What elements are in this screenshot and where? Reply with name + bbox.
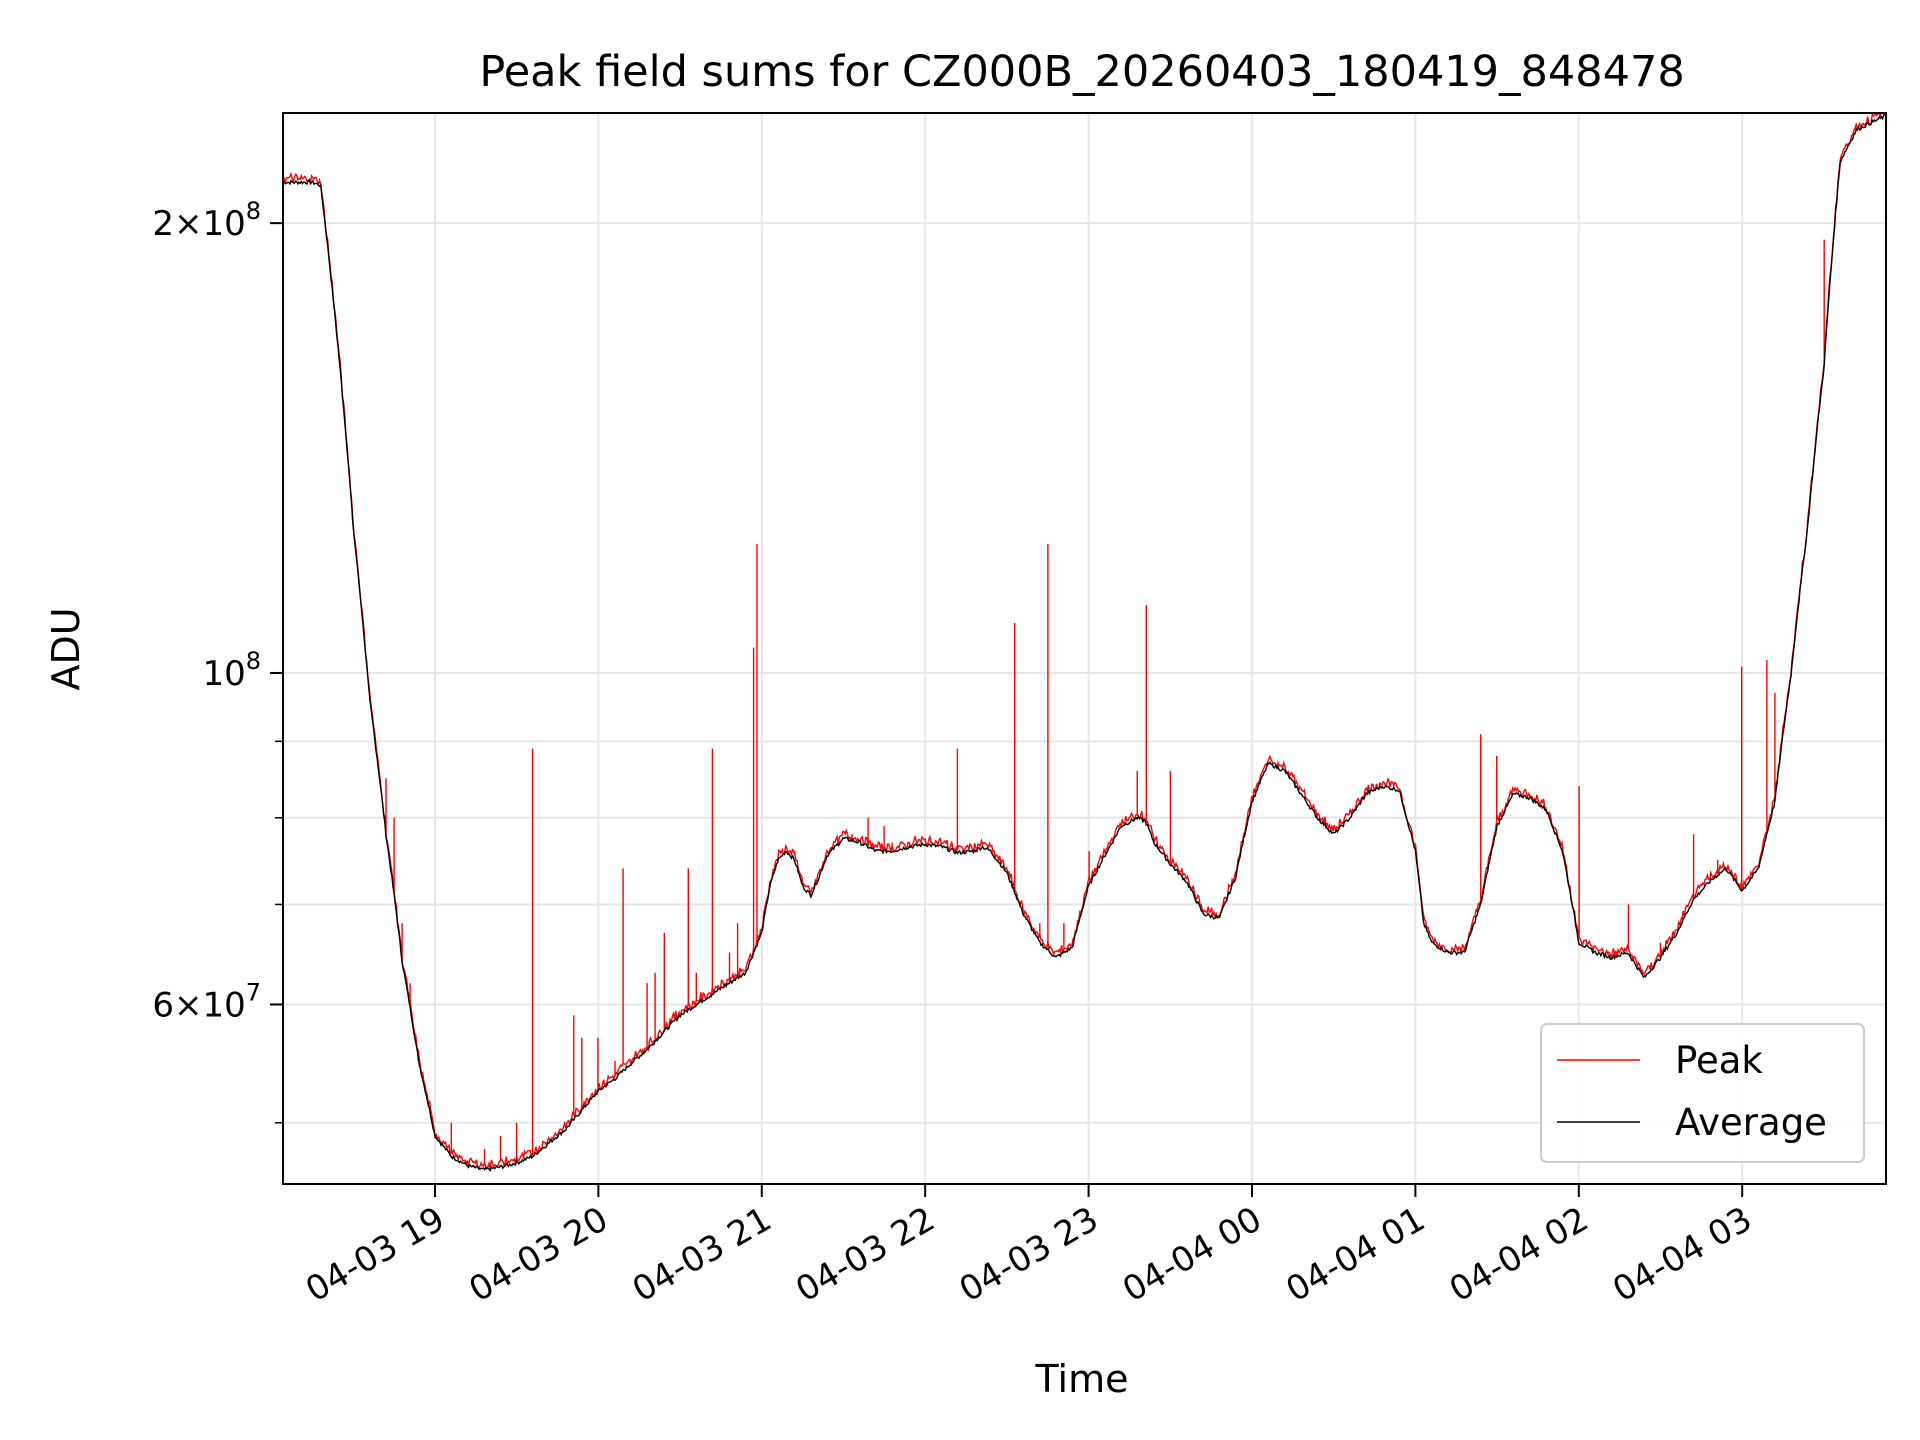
legend: Peak Average (1540, 1023, 1865, 1163)
x-tick-label: 04-04 02 (1443, 1199, 1595, 1310)
y-tick-label: 108 (202, 647, 261, 694)
x-axis: 04-03 19 04-03 20 04-03 21 04-03 22 04-03 23… (299, 1184, 1759, 1310)
x-axis-label: Time (1035, 1357, 1129, 1401)
x-tick-label: 04-04 01 (1280, 1199, 1432, 1310)
series-peak-line (283, 113, 1886, 1171)
legend-box (1540, 1023, 1865, 1163)
x-tick-label: 04-04 03 (1606, 1199, 1758, 1310)
grid (283, 113, 1886, 1184)
x-tick-label: 04-03 20 (462, 1199, 614, 1310)
plot-frame (282, 112, 1887, 1185)
y-tick-label: 6×107 (152, 978, 261, 1025)
y-tick-label: 2×108 (152, 197, 261, 244)
x-tick-label: 04-04 00 (1116, 1199, 1268, 1310)
y-axis: 108 2×108 6×107 (152, 197, 283, 1124)
legend-average-label: Average (1675, 1101, 1827, 1144)
x-tick-label: 04-03 23 (953, 1199, 1105, 1310)
x-tick-label: 04-03 22 (789, 1199, 941, 1310)
series-average-line (283, 113, 1886, 1172)
x-tick-label: 04-03 21 (626, 1199, 778, 1310)
chart-title: Peak field sums for CZ000B_20260403_1804… (479, 47, 1684, 97)
x-tick-label: 04-03 19 (299, 1199, 451, 1310)
plot-area (283, 113, 1886, 1172)
legend-peak-label: Peak (1675, 1039, 1763, 1082)
y-axis-label: ADU (44, 607, 88, 690)
